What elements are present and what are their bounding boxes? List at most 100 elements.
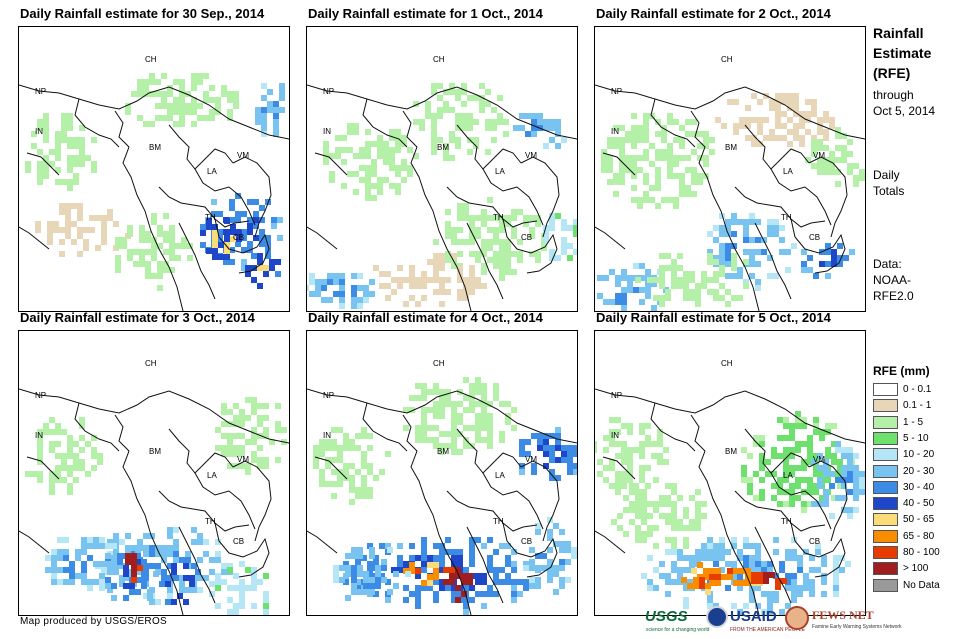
rainfall-cell: [613, 137, 619, 143]
rainfall-cell: [203, 551, 209, 557]
rainfall-cell: [607, 137, 613, 143]
rainfall-cell: [847, 163, 853, 169]
rainfall-cell: [719, 243, 725, 249]
rainfall-cell: [143, 121, 149, 127]
rainfall-cell: [307, 285, 309, 291]
rainfall-cell: [553, 565, 559, 571]
rainfall-cell: [439, 449, 445, 455]
rainfall-cell: [355, 445, 361, 451]
rainfall-cell: [215, 427, 221, 433]
rainfall-cell: [487, 561, 493, 567]
rainfall-cell: [487, 227, 493, 233]
rainfall-cell: [463, 443, 469, 449]
rainfall-cell: [35, 227, 41, 233]
rainfall-cell: [777, 483, 783, 489]
rainfall-cell: [685, 155, 691, 161]
rainfall-cell: [357, 297, 363, 303]
rainfall-cell: [377, 141, 383, 147]
rainfall-cell: [659, 301, 665, 307]
rainfall-cell: [323, 147, 329, 153]
rainfall-map-svg: [595, 84, 865, 311]
rainfall-cell: [343, 579, 349, 585]
rainfall-cell: [749, 597, 755, 603]
rainfall-cell: [119, 563, 125, 569]
rainfall-cell: [601, 155, 607, 161]
rainfall-cell: [179, 121, 185, 127]
rainfall-cell: [145, 249, 151, 255]
rainfall-cell: [505, 251, 511, 257]
rainfall-cell: [791, 579, 797, 585]
rainfall-cell: [673, 155, 679, 161]
rainfall-cell: [485, 89, 491, 95]
rainfall-cell: [261, 83, 267, 89]
country-border: [158, 186, 250, 228]
rainfall-cell: [157, 261, 163, 267]
rainfall-cell: [537, 433, 543, 439]
rainfall-cell: [627, 281, 633, 287]
rainfall-cell: [615, 453, 621, 459]
rainfall-cell: [561, 237, 567, 243]
rainfall-cell: [141, 559, 147, 565]
rainfall-cell: [385, 451, 391, 457]
rainfall-cell: [645, 269, 651, 275]
rainfall-cell: [659, 253, 665, 259]
rainfall-cell: [351, 571, 357, 577]
rainfall-cell: [433, 259, 439, 265]
rainfall-cell: [767, 609, 773, 615]
rainfall-cell: [215, 103, 221, 109]
rainfall-cell: [55, 179, 61, 185]
rainfall-cell: [439, 431, 445, 437]
rainfall-cell: [627, 477, 633, 483]
rainfall-cell: [403, 277, 409, 283]
rainfall-cell: [789, 435, 795, 441]
rainfall-cell: [319, 475, 325, 481]
rainfall-cell: [755, 219, 761, 225]
rainfall-cell: [37, 173, 43, 179]
rainfall-cell: [31, 143, 37, 149]
rainfall-cell: [87, 543, 93, 549]
rainfall-cell: [529, 559, 535, 565]
rainfall-cell: [251, 427, 257, 433]
rainfall-cell: [783, 465, 789, 471]
rainfall-cell: [179, 79, 185, 85]
rainfall-cell: [155, 103, 161, 109]
rainfall-cell: [831, 441, 837, 447]
rainfall-cell: [671, 579, 677, 585]
rainfall-cell: [77, 203, 83, 209]
rainfall-cell: [535, 529, 541, 535]
rainfall-cell: [389, 159, 395, 165]
rainfall-cell: [379, 283, 385, 289]
rainfall-cell: [183, 599, 189, 605]
rainfall-cell: [197, 115, 203, 121]
rainfall-cell: [759, 489, 765, 495]
rainfall-cell: [697, 131, 703, 137]
rainfall-cell: [345, 571, 351, 577]
rainfall-cell: [111, 555, 117, 561]
rainfall-cell: [779, 567, 785, 573]
rainfall-cell: [755, 543, 761, 549]
rainfall-cell: [493, 567, 499, 573]
rainfall-cell: [643, 125, 649, 131]
rainfall-cell: [227, 433, 233, 439]
rainfall-cell: [759, 441, 765, 447]
rainfall-cell: [817, 123, 823, 129]
rainfall-cell: [645, 435, 651, 441]
rainfall-cell: [517, 579, 523, 585]
rainfall-cell: [101, 569, 107, 575]
rainfall-cell: [525, 113, 531, 119]
rainfall-cell: [409, 295, 415, 301]
rainfall-cell: [325, 463, 331, 469]
rainfall-cell: [381, 577, 387, 583]
rainfall-cell: [679, 155, 685, 161]
rainfall-cell: [781, 135, 787, 141]
rainfall-cell: [161, 551, 167, 557]
rainfall-cell: [525, 439, 531, 445]
rainfall-cell: [791, 591, 797, 597]
rainfall-cell: [163, 249, 169, 255]
rainfall-cell: [737, 267, 743, 273]
legend-swatch: [873, 480, 898, 494]
rainfall-cell: [677, 579, 683, 585]
rainfall-cell: [543, 125, 549, 131]
rainfall-cell: [627, 275, 633, 281]
rainfall-cell: [531, 433, 537, 439]
